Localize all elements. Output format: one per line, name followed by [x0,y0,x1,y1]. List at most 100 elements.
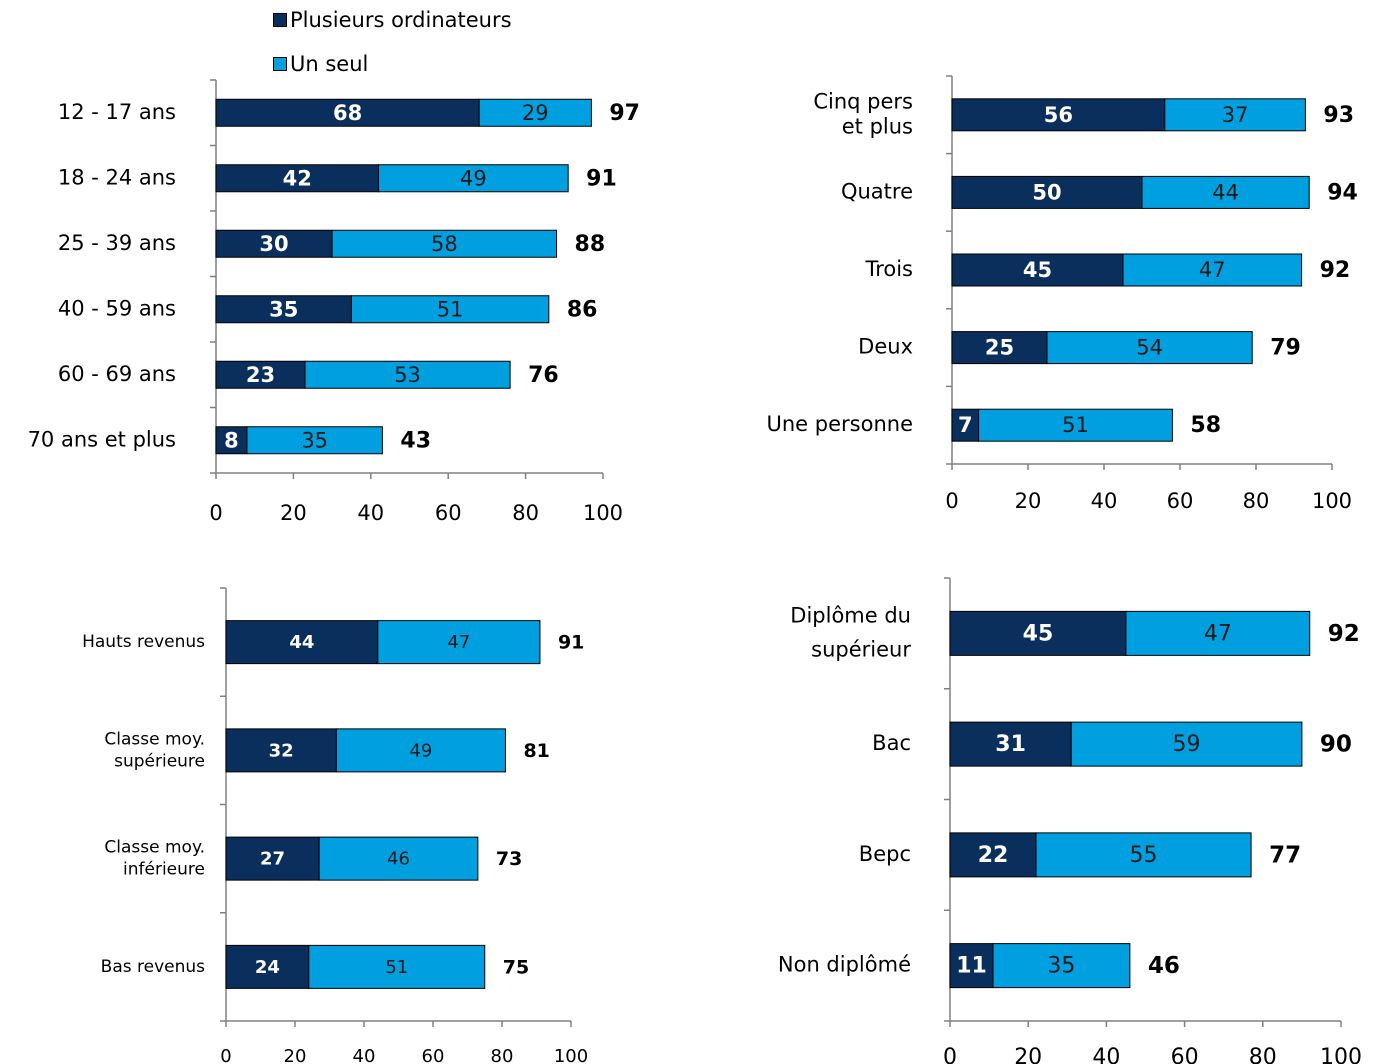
chart4-category-label: Bac [872,731,911,755]
chart3-category-label: Bas revenus [101,957,205,977]
legend-item-un-seul: Un seul [273,50,512,78]
chart3-value-label-un-seul: 49 [409,740,432,761]
chart3-bar-un-seul [377,620,541,665]
chart3-bar-plusieurs [225,836,320,881]
chart1-total-label: 86 [567,297,598,322]
chart1-category-label: 60 - 69 ans [58,362,176,386]
chart4-bar-un-seul [1070,721,1303,767]
chart2-value-label-plusieurs: 7 [958,413,973,437]
chart4-category-label: Bepc [859,842,911,866]
chart2-value-label-plusieurs: 25 [985,336,1014,360]
chart4-bar-un-seul [1035,832,1252,878]
chart3-category-label: inférieure [123,860,205,880]
chart3-total-label: 81 [523,740,549,762]
chart4-value-label-un-seul: 35 [1047,954,1075,979]
chart4-category-label: Diplôme du [790,603,911,627]
chart3-value-label-plusieurs: 24 [255,957,280,978]
chart4-bar-un-seul [992,943,1131,989]
chart1-bar-plusieurs [215,229,333,258]
chart1-bar-plusieurs [215,426,248,455]
chart2-total-label: 58 [1190,413,1221,438]
chart3-category-label: Classe moy. [104,838,205,858]
chart2-bar-plusieurs [951,175,1143,209]
chart1-bar-plusieurs [215,164,380,193]
chart3-value-label-plusieurs: 32 [269,740,294,761]
chart4-value-label-plusieurs: 31 [995,732,1026,757]
chart3-x-tick-label: 60 [422,1046,445,1064]
chart3-total-label: 73 [496,848,522,870]
chart2-value-label-plusieurs: 50 [1032,180,1061,204]
chart1-value-label-un-seul: 58 [431,232,458,256]
chart1-x-tick-label: 0 [209,501,222,525]
chart3-value-label-un-seul: 51 [385,957,408,978]
chart3-x-tick-label: 100 [554,1046,588,1064]
chart3-value-label-un-seul: 46 [387,849,410,870]
chart4-value-label-un-seul: 59 [1173,732,1201,757]
chart2-bar-plusieurs [951,253,1124,287]
chart1-total-label: 43 [400,428,431,453]
chart2-x-tick-label: 80 [1243,489,1270,513]
chart1-value-label-plusieurs: 8 [224,428,239,452]
chart2-x-tick-label: 20 [1015,489,1042,513]
chart3-category-label: supérieure [114,751,205,771]
chart2-bar-un-seul [978,408,1173,442]
chart1-value-label-plusieurs: 42 [283,166,312,190]
chart3-x-tick-label: 20 [284,1046,307,1064]
chart2-value-label-un-seul: 54 [1136,336,1163,360]
chart2-category-label: Une personne [767,412,914,436]
chart4-category-label: supérieur [811,637,911,661]
chart1-bar-un-seul [350,295,550,324]
chart1-category-label: 40 - 59 ans [58,296,176,320]
chart1-category-label: 25 - 39 ans [58,231,176,255]
legend-item-plusieurs: Plusieurs ordinateurs [273,6,512,34]
chart4-value-label-plusieurs: 45 [1023,621,1054,646]
chart4-x-tick-label: 100 [1320,1045,1362,1064]
chart2-bar-un-seul [1141,175,1310,209]
chart2-x-tick-label: 0 [945,489,958,513]
chart4-bar-plusieurs [949,610,1127,656]
chart4-total-label: 90 [1320,732,1352,758]
chart2-value-label-plusieurs: 45 [1023,258,1052,282]
chart3-bar-plusieurs [225,620,379,665]
chart1-bar-un-seul [378,164,569,193]
chart1-x-tick-label: 60 [435,501,462,525]
chart4-x-tick-label: 80 [1249,1045,1277,1064]
chart1-x-tick-label: 80 [512,501,539,525]
chart3-total-label: 75 [503,956,529,978]
chart4-x-tick-label: 40 [1092,1045,1120,1064]
chart2-bar-un-seul [1164,98,1306,132]
chart3-x-tick-label: 80 [491,1046,514,1064]
chart2-bar-plusieurs [951,98,1166,132]
chart2-total-label: 92 [1320,258,1351,283]
chart3-value-label-plusieurs: 44 [289,632,314,653]
chart4-total-label: 92 [1328,621,1360,647]
chart2-x-tick-label: 100 [1312,489,1352,513]
legend-swatch-un-seul [273,57,287,71]
chart1-total-label: 76 [528,363,559,388]
chart1-category-label: 70 ans et plus [28,427,176,451]
chart3-bar-un-seul [308,944,486,989]
chart1-total-label: 91 [586,166,617,191]
chart1-bar-plusieurs [215,360,306,389]
chart1-value-label-un-seul: 29 [522,101,549,125]
chart2-x-tick-label: 60 [1167,489,1194,513]
chart-legend: Plusieurs ordinateurs Un seul [273,6,512,94]
chart4-x-tick-label: 0 [943,1045,957,1064]
chart3-value-label-un-seul: 47 [447,632,470,653]
chart2-total-label: 79 [1270,336,1301,361]
chart3-x-tick-label: 40 [353,1046,376,1064]
chart4-value-label-plusieurs: 22 [978,843,1009,868]
chart1-value-label-un-seul: 35 [301,428,328,452]
chart2-bar-un-seul [1046,331,1253,365]
chart2-category-label: Quatre [841,179,913,203]
chart1-total-label: 97 [609,101,640,126]
chart4-value-label-un-seul: 55 [1130,843,1158,868]
chart4-category-label: Non diplômé [778,953,911,977]
legend-swatch-plusieurs [273,13,287,27]
chart4-bar-plusieurs [949,721,1072,767]
chart1-x-tick-label: 20 [280,501,307,525]
chart3-bar-plusieurs [225,944,310,989]
chart2-category-label: Deux [858,335,913,359]
chart2-value-label-un-seul: 51 [1062,413,1089,437]
